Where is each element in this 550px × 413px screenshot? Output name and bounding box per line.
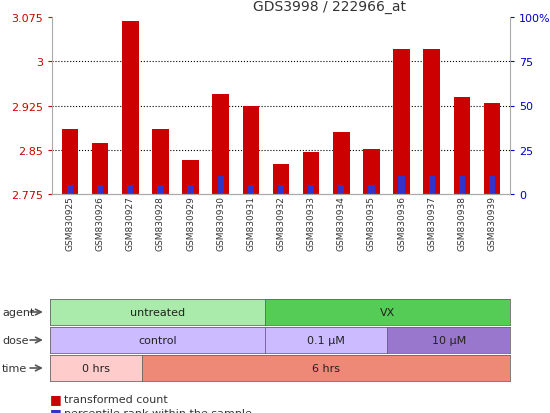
Bar — [338, 186, 344, 195]
Text: time: time — [2, 363, 28, 373]
Text: 10 μM: 10 μM — [432, 335, 466, 345]
Bar — [459, 177, 465, 195]
Bar — [398, 177, 405, 195]
Bar — [424, 50, 440, 195]
Bar — [152, 130, 169, 195]
Text: percentile rank within the sample: percentile rank within the sample — [64, 408, 252, 413]
Bar — [489, 177, 495, 195]
Text: control: control — [138, 335, 177, 345]
Bar — [92, 143, 108, 195]
Text: ■: ■ — [50, 392, 62, 406]
Text: VX: VX — [379, 307, 395, 317]
Bar — [308, 186, 314, 195]
Bar — [188, 186, 194, 195]
Text: 6 hrs: 6 hrs — [312, 363, 340, 373]
Bar — [273, 165, 289, 195]
Bar — [127, 186, 134, 195]
Bar — [157, 186, 163, 195]
Bar — [243, 106, 259, 195]
Bar — [363, 149, 379, 195]
Bar — [303, 152, 320, 195]
Bar — [67, 186, 73, 195]
Bar — [393, 50, 410, 195]
Bar — [368, 186, 375, 195]
Bar — [454, 97, 470, 195]
Bar — [278, 186, 284, 195]
Text: agent: agent — [2, 307, 34, 317]
Text: dose: dose — [2, 335, 29, 345]
Bar — [62, 130, 78, 195]
Bar — [212, 95, 229, 195]
Bar — [248, 186, 254, 195]
Bar — [333, 133, 350, 195]
Text: untreated: untreated — [130, 307, 185, 317]
Bar — [97, 186, 103, 195]
Text: 0 hrs: 0 hrs — [82, 363, 110, 373]
Bar — [122, 22, 139, 195]
Text: ■: ■ — [50, 406, 62, 413]
Text: GDS3998 / 222966_at: GDS3998 / 222966_at — [254, 0, 406, 14]
Bar — [218, 177, 224, 195]
Bar — [182, 161, 199, 195]
Bar — [483, 103, 500, 195]
Text: transformed count: transformed count — [64, 394, 168, 404]
Text: 0.1 μM: 0.1 μM — [307, 335, 345, 345]
Bar — [428, 177, 435, 195]
